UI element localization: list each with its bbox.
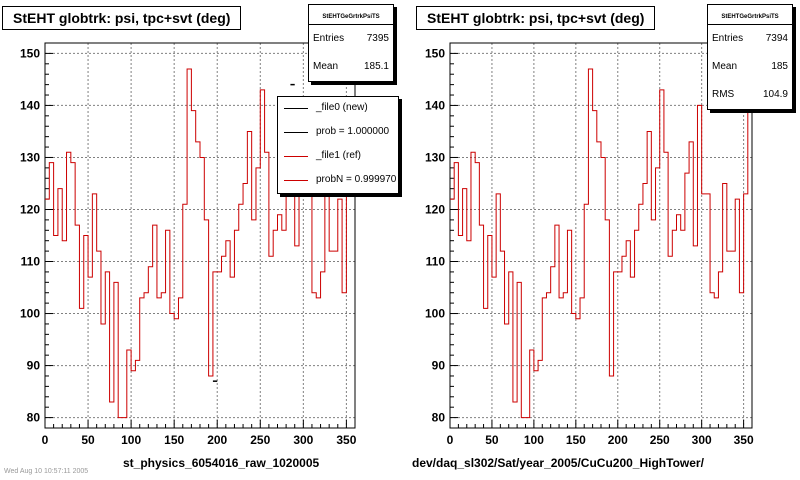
footer-timestamp: Wed Aug 10 10:57:11 2005 xyxy=(4,468,89,475)
stats-label: RMS xyxy=(712,89,735,100)
legend-label: probN = 0.999970 xyxy=(316,174,397,185)
x-tick-label: 0 xyxy=(447,433,454,447)
x-tick-label: 300 xyxy=(692,433,712,447)
stats-title-right: StEHTGeGrtrkPsiTS xyxy=(708,5,792,25)
file-label-right: dev/daq_sl302/Sat/year_2005/CuCu200_High… xyxy=(412,456,704,470)
y-tick-label: 120 xyxy=(425,202,445,216)
y-tick-label: 140 xyxy=(425,98,445,112)
stats-row-entries-left: Entries 7395 xyxy=(309,25,393,53)
file-label-left: st_physics_6054016_raw_1020005 xyxy=(123,456,320,470)
x-tick-label: 150 xyxy=(164,433,184,447)
legend-box: _file0 (new) prob = 1.000000 _file1 (ref… xyxy=(277,96,399,194)
stats-value: 185 xyxy=(771,61,788,72)
y-tick-label: 100 xyxy=(20,307,40,321)
legend-line-red xyxy=(284,156,308,157)
legend-line-black xyxy=(284,108,308,109)
x-tick-label: 200 xyxy=(608,433,628,447)
histogram-title-right: StEHT globtrk: psi, tpc+svt (deg) xyxy=(416,6,656,30)
legend-entry-probn: probN = 0.999970 xyxy=(278,169,398,193)
y-tick-label: 90 xyxy=(432,359,446,373)
stats-title-left: StEHTGeGrtrkPsiTS xyxy=(309,5,393,25)
legend-line-black xyxy=(284,132,308,133)
y-tick-label: 140 xyxy=(20,98,40,112)
y-tick-label: 90 xyxy=(27,359,41,373)
x-tick-label: 50 xyxy=(485,433,499,447)
histogram-title-left: StEHT globtrk: psi, tpc+svt (deg) xyxy=(2,6,242,30)
stats-label: Mean xyxy=(313,61,339,72)
y-tick-label: 110 xyxy=(21,255,41,269)
histogram-panel-left: 0 50 100 150 200 250 300 350 80 90 100 110 120 130 140… xyxy=(2,4,399,475)
y-tick-label: 80 xyxy=(432,411,446,425)
y-tick-label: 150 xyxy=(425,46,445,60)
stats-value: 104.9 xyxy=(762,89,788,100)
stats-value: 185.1 xyxy=(363,61,389,72)
y-tick-label: 130 xyxy=(425,150,445,164)
x-tick-label: 100 xyxy=(121,433,141,447)
legend-entry-file0: _file0 (new) xyxy=(278,97,398,121)
stats-value: 7394 xyxy=(765,33,788,44)
x-tick-label: 350 xyxy=(734,433,754,447)
stats-label: Mean xyxy=(712,61,738,72)
x-tick-label: 250 xyxy=(250,433,270,447)
stats-box-right: StEHTGeGrtrkPsiTS Entries 7394 Mean 185 … xyxy=(707,4,793,110)
x-tick-label: 150 xyxy=(566,433,586,447)
stats-label: Entries xyxy=(712,33,744,44)
stats-box-left: StEHTGeGrtrkPsiTS Entries 7395 Mean 185.… xyxy=(308,4,394,82)
x-tick-label: 50 xyxy=(81,433,95,447)
legend-entry-prob: prob = 1.000000 xyxy=(278,121,398,145)
y-tick-label: 150 xyxy=(20,46,40,60)
stats-value: 7395 xyxy=(366,33,389,44)
histogram-panel-right: 0 50 100 150 200 250 300 350 80 90 100 110 120 130 140… xyxy=(400,0,800,480)
y-tick-label: 110 xyxy=(426,255,446,269)
legend-line-red xyxy=(284,180,308,181)
legend-label: prob = 1.000000 xyxy=(316,126,390,137)
x-tick-label: 200 xyxy=(207,433,227,447)
x-tick-label: 300 xyxy=(293,433,313,447)
x-tick-label: 0 xyxy=(42,433,49,447)
y-tick-label: 80 xyxy=(27,411,41,425)
legend-label: _file0 (new) xyxy=(316,102,368,113)
stats-row-mean-left: Mean 185.1 xyxy=(309,53,393,81)
histogram-plot-right: 0 50 100 150 200 250 300 350 80 90 100 110 120 130 140… xyxy=(425,42,754,447)
legend-label: _file1 (ref) xyxy=(316,150,362,161)
stats-row-mean-right: Mean 185 xyxy=(708,53,792,81)
histogram-series-line xyxy=(450,68,752,419)
legend-entry-file1: _file1 (ref) xyxy=(278,145,398,169)
x-tick-label: 250 xyxy=(650,433,670,447)
y-tick-label: 130 xyxy=(20,150,40,164)
stats-label: Entries xyxy=(313,33,345,44)
y-tick-label: 100 xyxy=(425,307,445,321)
x-tick-label: 100 xyxy=(524,433,544,447)
stats-row-rms-right: RMS 104.9 xyxy=(708,81,792,109)
stats-row-entries-right: Entries 7394 xyxy=(708,25,792,53)
y-tick-label: 120 xyxy=(20,202,40,216)
x-tick-label: 350 xyxy=(336,433,356,447)
